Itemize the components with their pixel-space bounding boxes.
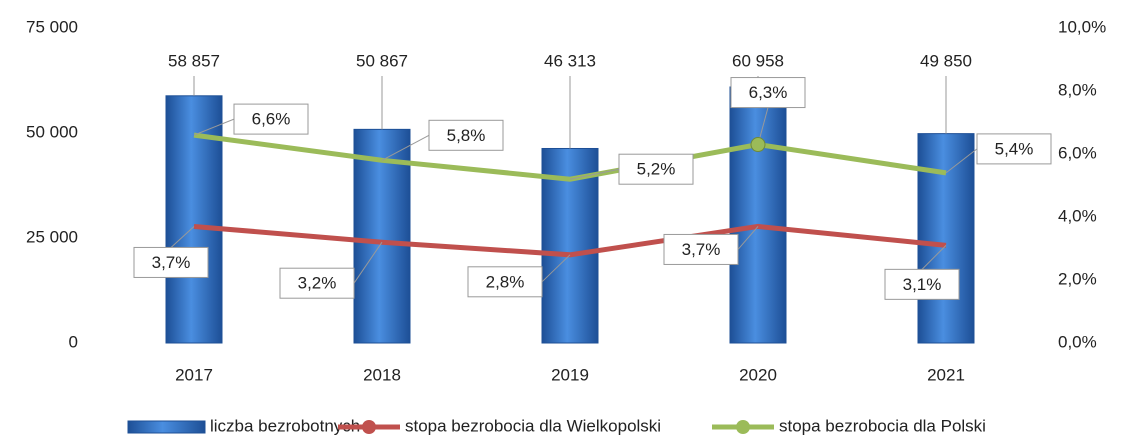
data-label: 6,3% <box>749 83 788 102</box>
callout-line <box>569 168 620 180</box>
data-label: 2,8% <box>486 272 525 291</box>
data-label: 3,7% <box>682 240 721 259</box>
data-label: 6,6% <box>252 110 291 129</box>
callout-box <box>663 233 739 265</box>
data-label: 5,2% <box>637 160 676 179</box>
callout-box <box>884 268 960 300</box>
callout-line <box>541 254 571 283</box>
data-label: 3,7% <box>152 253 191 272</box>
legend-label: stopa bezrobocia dla Polski <box>779 416 986 435</box>
callout-box <box>233 103 309 135</box>
data-label: 46 313 <box>544 51 596 70</box>
y2-tick-label: 4,0% <box>1058 206 1097 225</box>
callout-line <box>381 134 430 161</box>
bar <box>917 133 975 344</box>
data-label: 3,2% <box>298 274 337 293</box>
x-tick-label: 2017 <box>175 365 213 384</box>
y2-tick-label: 0,0% <box>1058 332 1097 351</box>
callout-box <box>730 77 806 109</box>
y2-tick-label: 8,0% <box>1058 80 1097 99</box>
callout-box <box>133 246 209 278</box>
callout-line <box>945 148 978 174</box>
bar <box>165 95 223 344</box>
callout-box <box>279 267 355 299</box>
bar <box>729 86 787 344</box>
legend-label: liczba bezrobotnych <box>210 416 360 435</box>
y-tick-label: 25 000 <box>26 227 78 246</box>
y-tick-label: 0 <box>69 332 78 351</box>
data-label: 60 958 <box>732 51 784 70</box>
line-marker <box>750 137 766 153</box>
callout-line <box>193 118 235 136</box>
data-label: 50 867 <box>356 51 408 70</box>
data-label: 58 857 <box>168 51 220 70</box>
y2-tick-label: 6,0% <box>1058 143 1097 162</box>
data-label: 49 850 <box>920 51 972 70</box>
y2-tick-label: 2,0% <box>1058 269 1097 288</box>
y-tick-label: 50 000 <box>26 122 78 141</box>
legend-swatch <box>127 420 206 434</box>
callout-line <box>921 244 947 270</box>
legend-marker <box>362 420 376 434</box>
x-tick-label: 2018 <box>363 365 401 384</box>
callout-box <box>467 266 543 298</box>
callout-line <box>170 226 195 248</box>
legend-marker <box>736 420 750 434</box>
x-tick-label: 2019 <box>551 365 589 384</box>
data-label: 5,8% <box>447 126 486 145</box>
callout-line <box>737 226 759 250</box>
y-tick-label: 75 000 <box>26 17 78 36</box>
data-label: 5,4% <box>995 139 1034 158</box>
data-label: 3,1% <box>903 275 942 294</box>
x-tick-label: 2021 <box>927 365 965 384</box>
callout-box <box>428 119 504 151</box>
callout-line <box>353 241 383 284</box>
y2-tick-label: 10,0% <box>1058 17 1106 36</box>
callout-box <box>976 133 1052 165</box>
callout-box <box>618 153 694 185</box>
x-tick-label: 2020 <box>739 365 777 384</box>
bar <box>353 128 411 344</box>
legend-label: stopa bezrobocia dla Wielkopolski <box>405 416 661 435</box>
